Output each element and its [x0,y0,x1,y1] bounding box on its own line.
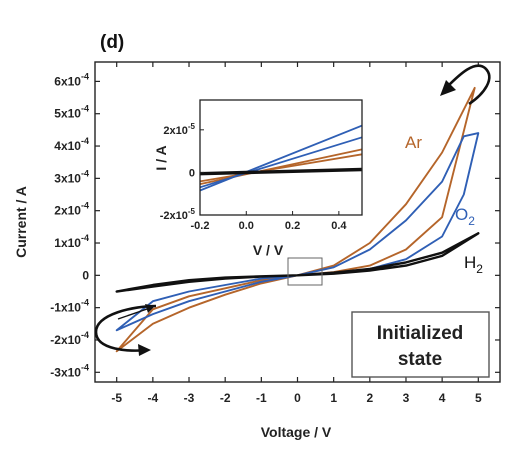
x-tick-label: 2 [366,391,373,405]
sweep-arrow-bottom-head [138,344,151,356]
label-h2-main: H [464,253,476,272]
sweep-arrow-left-small-head [145,304,155,313]
y-tick-label: 5x10-4 [54,104,89,121]
inset-series-line-h2-b [199,167,363,175]
x-tick-label: -5 [111,391,122,405]
inset-x-axis-label: V / V [253,242,284,258]
sweep-arrow-bottom [94,304,157,352]
inset-x-tick-label: 0.0 [239,220,254,232]
inset-y-tick-label: 2x10-5 [163,122,195,137]
zoom-region-box [287,257,323,286]
label-o2: O2 [455,205,475,228]
inset-y-axis-label: I / A [153,145,169,170]
x-tick-label: 1 [330,391,337,405]
x-tick-label: -2 [220,391,231,405]
inset-x-tick-label: 0.4 [331,220,347,232]
panel-label: (d) [100,32,124,53]
x-tick-label: -4 [148,391,159,405]
y-tick-label: 3x10-4 [54,168,89,185]
inset-axis-ticks: -0.2 0.0 0.2 0.4 -2x10-5 0 2x10-5 [160,122,348,232]
x-tick-label: 5 [475,391,482,405]
sweep-arrow-top-head [440,80,456,96]
label-o2-main: O [455,205,468,224]
inset-x-tick-label: 0.2 [285,220,300,232]
x-tick-label: 0 [294,391,301,405]
main-series-group [115,86,480,353]
inset-y-tick-label: -2x10-5 [160,207,196,222]
y-tick-label: -1x10-4 [50,298,89,315]
y-tick-label: 6x10-4 [54,71,89,88]
inset-plot: -0.2 0.0 0.2 0.4 -2x10-5 0 2x10-5 I / A V / V [153,99,363,258]
y-tick-label: 1x10-4 [54,233,89,250]
series-line-o2 [115,132,480,332]
x-tick-label: -1 [256,391,267,405]
sweep-arrow-top [447,64,491,106]
sweep-arrow-left-small [117,307,151,320]
x-axis-label: Voltage / V [261,424,332,440]
x-tick-label: 3 [403,391,410,405]
series-line-h2 [115,232,480,293]
state-box [351,311,490,378]
y-axis-label: Current / A [13,186,29,258]
inset-series-line-o2-b [199,136,363,189]
label-h2-sub: 2 [476,262,483,276]
y-tick-label: -2x10-4 [50,330,89,347]
main-axis-ticks: -5 -4 -3 -2 -1 0 1 2 3 4 5 -3x10-4 -2x10-4 -1x10-4 0 1x… [50,62,500,405]
y-tick-label: 2x10-4 [54,201,89,218]
x-tick-label: -3 [184,391,195,405]
label-h2: H2 [464,253,483,276]
main-plot: -5 -4 -3 -2 -1 0 1 2 3 4 5 -3x10-4 -2x10-4 -1x10-4 0 1x… [13,61,501,440]
inset-y-tick-label: 0 [189,167,195,179]
label-ar: Ar [405,133,422,152]
y-tick-label: 4x10-4 [54,136,89,153]
inset-series-group [199,124,363,192]
state-box-line1: Initialized [377,323,464,344]
label-ar-main: Ar [405,133,422,152]
x-tick-label: 4 [439,391,446,405]
y-tick-label: -3x10-4 [50,362,89,379]
y-tick-label: 0 [82,268,89,282]
inset-series-line-ar-b [199,153,363,183]
state-box-line2: state [398,349,442,370]
series-line-ar [115,86,476,353]
inset-x-tick-label: -0.2 [191,220,210,232]
inset-frame [199,99,363,216]
label-o2-sub: 2 [468,214,475,228]
